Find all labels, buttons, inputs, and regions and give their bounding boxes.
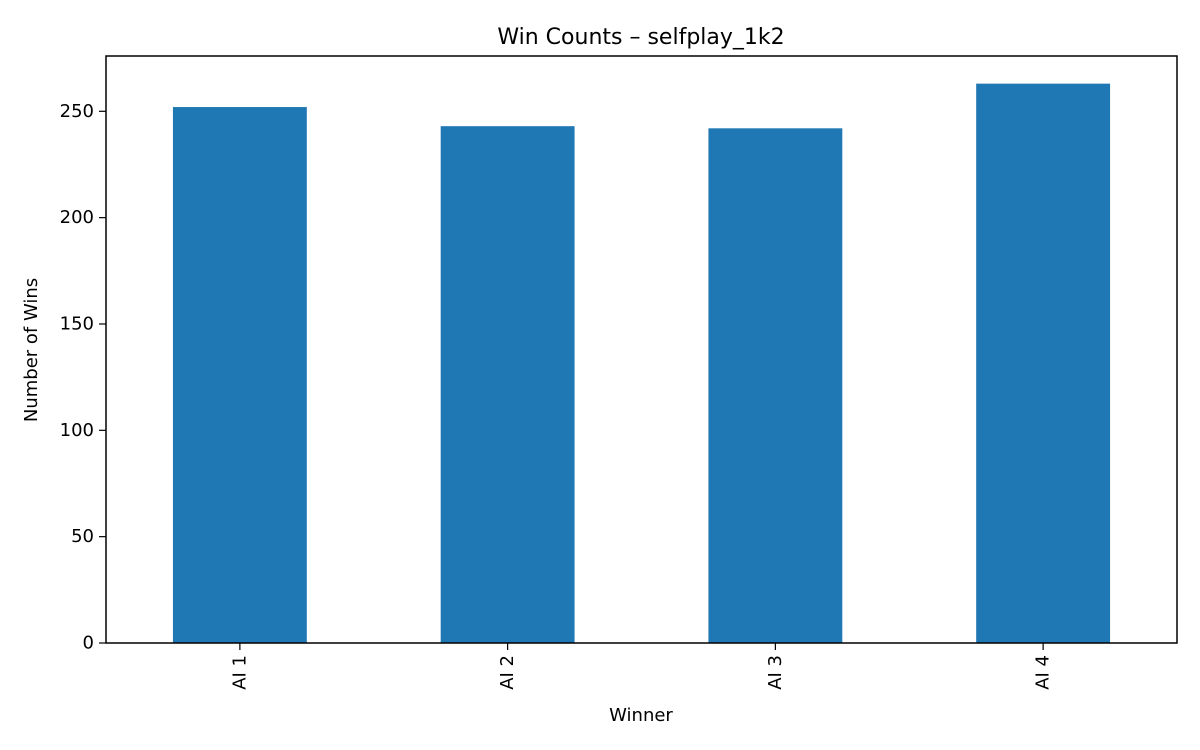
- y-tick-label: 200: [60, 207, 94, 228]
- chart-title: Win Counts – selfplay_1k2: [497, 25, 784, 50]
- x-tick-label: AI 1: [229, 655, 250, 690]
- y-tick-label: 100: [60, 420, 94, 441]
- bars-group: [172, 83, 1111, 644]
- bar-4: [976, 83, 1111, 643]
- plot-frame: [105, 55, 1178, 644]
- x-tick-label: AI 3: [765, 655, 786, 690]
- x-tick-label: AI 4: [1033, 655, 1054, 690]
- bar-1: [172, 107, 307, 644]
- bar-2: [440, 126, 575, 643]
- y-tick-label: 0: [83, 633, 94, 654]
- y-axis: 0 50 100 150 200 250: [60, 101, 106, 654]
- x-axis-label: Winner: [609, 705, 673, 726]
- x-axis: AI 1 AI 2 AI 3 AI 4: [229, 643, 1054, 690]
- bar-3: [708, 128, 843, 644]
- x-tick-label: AI 2: [497, 655, 518, 690]
- y-tick-label: 250: [60, 101, 94, 122]
- y-tick-label: 50: [71, 526, 94, 547]
- y-axis-label: Number of Wins: [21, 278, 42, 422]
- y-tick-label: 150: [60, 313, 94, 334]
